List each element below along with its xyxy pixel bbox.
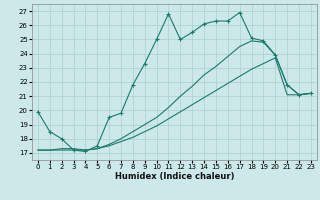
- X-axis label: Humidex (Indice chaleur): Humidex (Indice chaleur): [115, 172, 234, 181]
